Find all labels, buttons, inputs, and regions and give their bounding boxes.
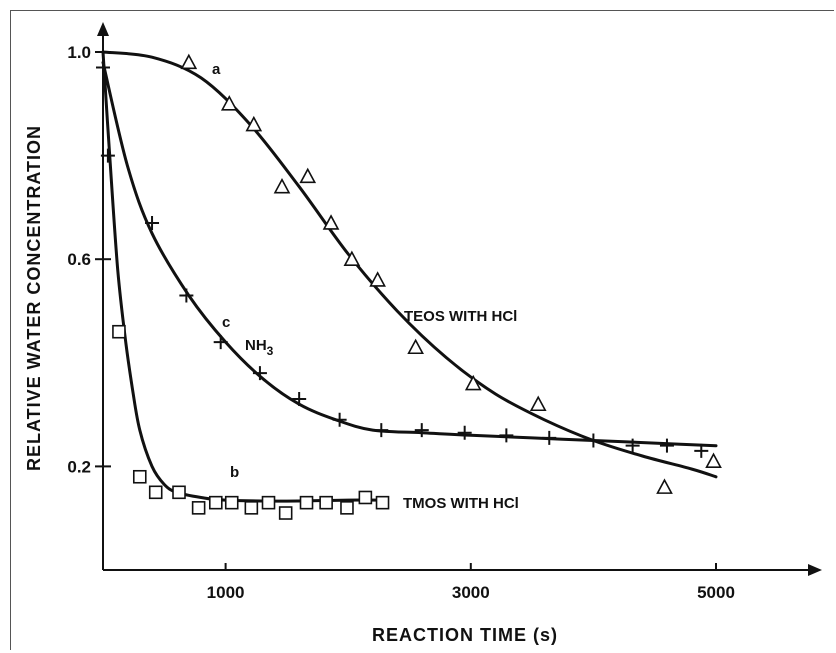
plus-marker	[625, 438, 640, 453]
plus-marker	[499, 428, 514, 443]
plus-marker	[374, 423, 389, 438]
plus-marker	[332, 412, 347, 427]
square-marker	[358, 490, 373, 505]
square-marker	[224, 495, 239, 510]
fit-curve-c	[101, 60, 718, 448]
triangle-marker	[299, 167, 317, 184]
triangle-marker	[407, 338, 424, 355]
x-axis-title: REACTION TIME (s)	[372, 625, 558, 645]
plus-marker	[694, 443, 709, 458]
curve-label-c: c	[222, 314, 230, 331]
triangle-marker	[369, 271, 386, 287]
square-marker	[148, 485, 163, 500]
square-marker	[261, 495, 276, 510]
plus-marker	[457, 425, 472, 440]
square-marker	[375, 495, 390, 510]
figure-frame	[10, 10, 834, 650]
chart-labels: 1000 3000 5000 0.2 0.6 1.0 REACTION TIME (s) RE…	[24, 43, 735, 645]
y-tick-label: 1.0	[67, 43, 91, 62]
annotation-nh3: NH3	[245, 337, 274, 358]
square-marker	[278, 506, 293, 520]
square-marker	[244, 501, 259, 515]
y-tick-label: 0.2	[67, 457, 91, 476]
plus-marker	[100, 148, 115, 163]
x-axis-arrow	[808, 564, 822, 576]
square-marker	[340, 501, 354, 515]
triangle-marker	[529, 395, 547, 412]
plus-marker	[252, 366, 267, 381]
square-marker	[132, 469, 147, 484]
plus-marker	[414, 423, 429, 438]
y-tick-label: 0.6	[67, 250, 91, 269]
curve-label-b: b	[230, 464, 239, 481]
triangle-marker	[220, 95, 238, 111]
x-tick-label: 1000	[207, 583, 245, 602]
square-marker	[172, 485, 186, 500]
triangle-marker	[245, 115, 263, 132]
axes	[95, 22, 822, 576]
triangle-marker	[343, 250, 361, 266]
plus-marker	[586, 433, 601, 448]
curve-label-a: a	[212, 61, 221, 78]
fit-curve-a	[101, 50, 718, 479]
square-marker	[319, 495, 333, 510]
plus-marker	[542, 430, 557, 445]
x-tick-label: 3000	[452, 583, 490, 602]
plus-marker	[145, 215, 160, 230]
triangle-marker	[180, 53, 198, 70]
triangle-marker	[656, 478, 673, 494]
triangle-marker	[273, 177, 291, 194]
plus-marker	[213, 335, 228, 350]
x-tick-label: 5000	[697, 583, 735, 602]
fit-curves	[101, 50, 718, 503]
data-points	[96, 53, 722, 520]
plus-marker	[292, 392, 307, 407]
plus-marker	[96, 60, 110, 75]
triangle-marker	[322, 214, 340, 230]
plus-marker	[659, 438, 674, 453]
plus-marker	[179, 288, 194, 303]
triangle-marker	[705, 452, 722, 469]
y-axis-arrow	[97, 22, 109, 36]
y-axis-title: RELATIVE WATER CONCENTRATION	[24, 125, 44, 471]
square-marker	[191, 501, 206, 515]
square-marker	[112, 324, 126, 339]
square-marker	[299, 495, 314, 510]
annotation-teos-hcl: TEOS WITH HCl	[404, 308, 517, 325]
triangle-marker	[464, 374, 482, 391]
annotation-tmos-hcl: TMOS WITH HCl	[403, 495, 519, 512]
square-marker	[208, 495, 223, 510]
